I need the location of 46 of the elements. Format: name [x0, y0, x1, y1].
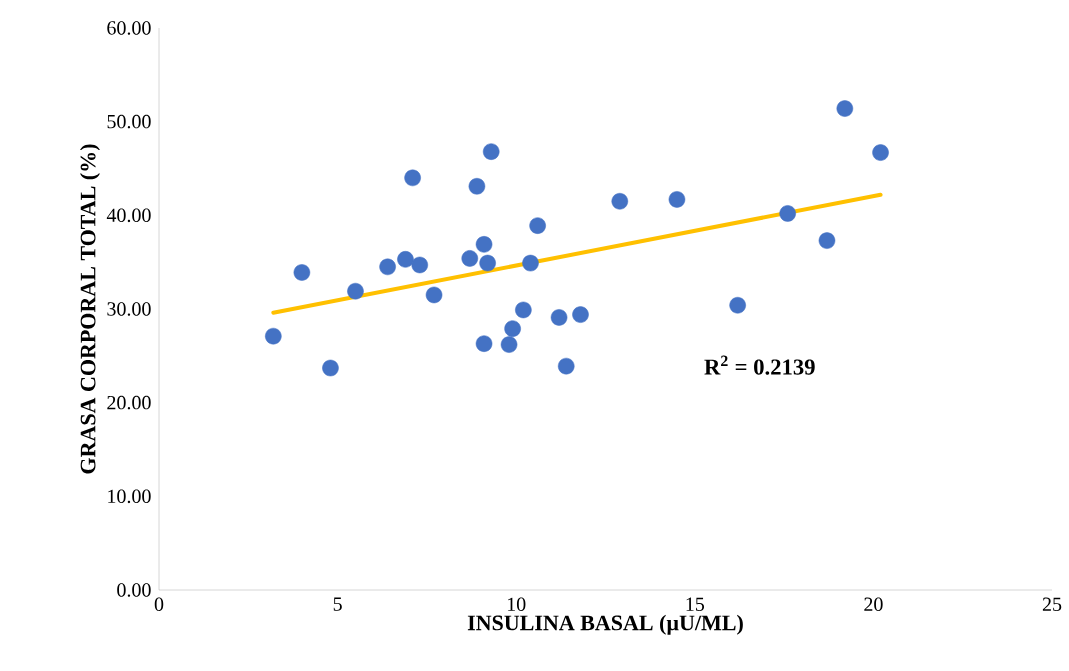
- point: [475, 236, 493, 253]
- point: [818, 232, 836, 249]
- point: [425, 286, 443, 304]
- point: [872, 144, 889, 161]
- point: [836, 100, 854, 117]
- text: R$^{2}$ = 0.2139: [704, 355, 815, 375]
- point: [529, 217, 546, 234]
- x-tick-label: 10: [507, 597, 526, 612]
- y-tick-label: 60.00: [107, 21, 151, 35]
- point: [379, 258, 396, 276]
- point: [729, 296, 746, 314]
- point: [293, 264, 311, 281]
- point: [522, 254, 539, 272]
- point: [461, 250, 479, 267]
- x-tick-label: 20: [864, 597, 883, 612]
- y-tick-label: 30.00: [107, 302, 151, 316]
- y-axis-title: GRASA CORPORAL TOTAL (%): [80, 144, 100, 474]
- point: [482, 143, 500, 160]
- point: [500, 336, 518, 353]
- point: [265, 327, 282, 345]
- point: [668, 191, 686, 208]
- y-tick-label: 50.00: [107, 114, 151, 129]
- x-tick-label: 0: [154, 597, 164, 612]
- point: [779, 205, 796, 222]
- point: [572, 306, 589, 323]
- point: [322, 359, 339, 377]
- y-tick-label: 20.00: [107, 395, 151, 410]
- point: [347, 282, 364, 300]
- point: [611, 193, 629, 210]
- point: [475, 335, 493, 352]
- point: [557, 357, 575, 375]
- point: [504, 320, 521, 337]
- x-tick-label: 5: [333, 597, 342, 611]
- point: [515, 301, 532, 319]
- x-tick-label: 15: [686, 597, 705, 611]
- point: [550, 309, 568, 326]
- point: [397, 251, 414, 268]
- y-tick-label: 40.00: [106, 208, 151, 223]
- y-tick-label: 10.00: [108, 489, 151, 504]
- x-tick-label: 25: [1042, 597, 1062, 611]
- point: [479, 254, 496, 272]
- point: [411, 256, 429, 274]
- y-tick-label: 0.00: [117, 583, 151, 597]
- point: [468, 178, 486, 195]
- point: [404, 169, 421, 187]
- x-axis-title: INSULINA BASAL (µU/ML): [467, 614, 743, 635]
